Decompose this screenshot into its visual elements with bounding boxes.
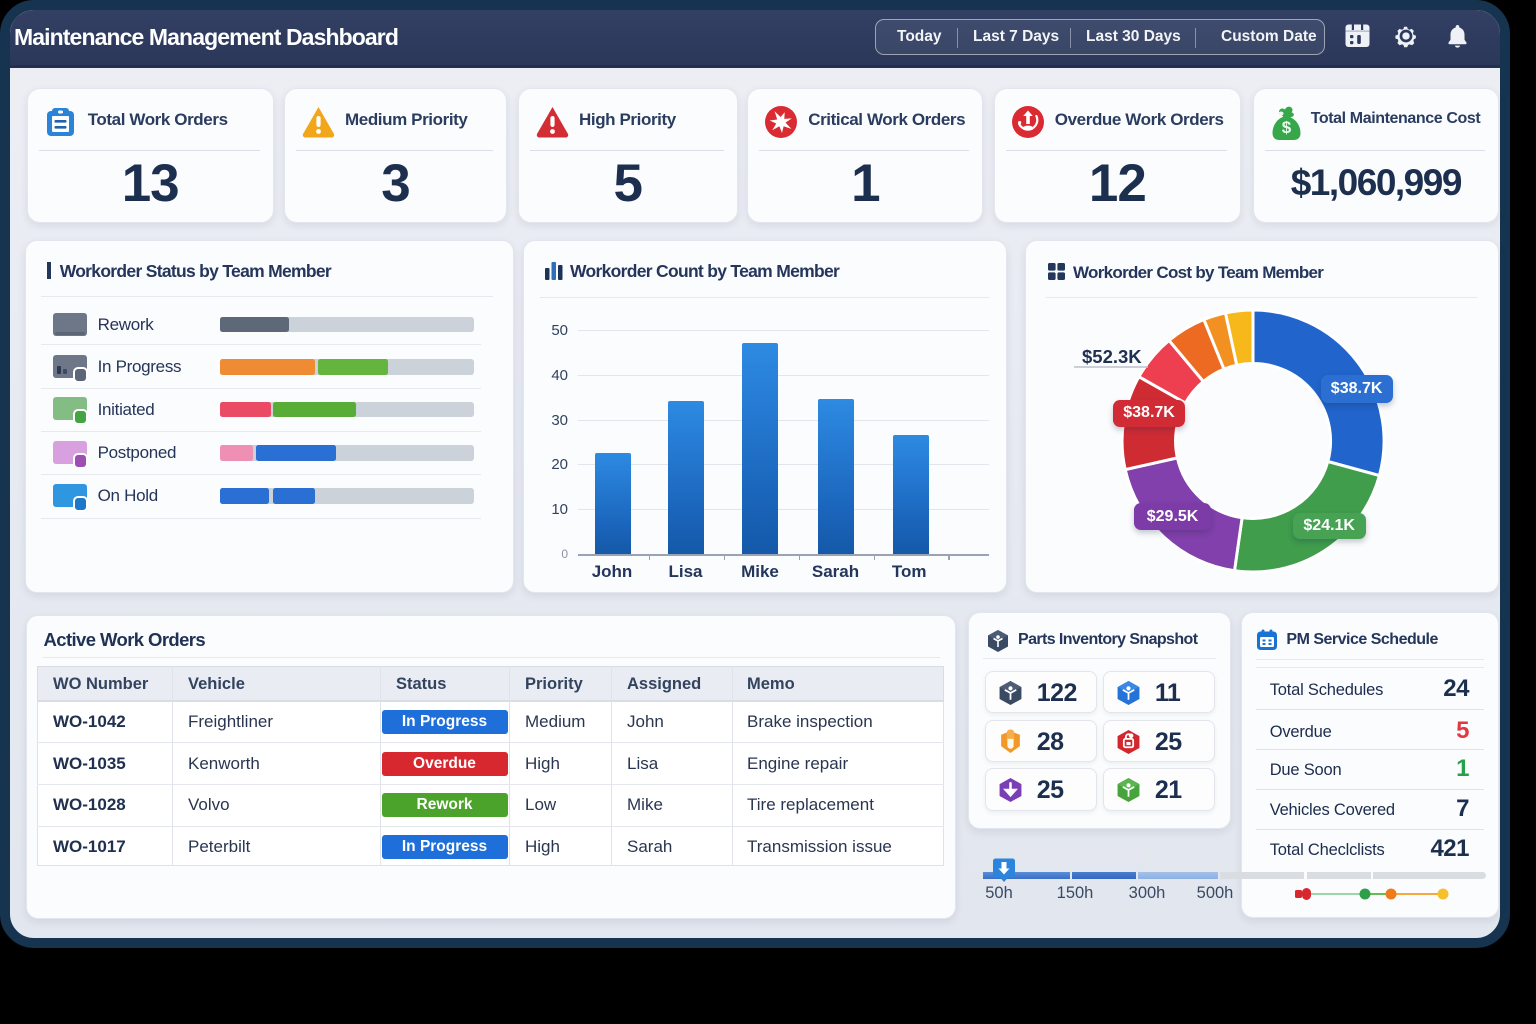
svg-text:$: $ [1281,118,1291,137]
